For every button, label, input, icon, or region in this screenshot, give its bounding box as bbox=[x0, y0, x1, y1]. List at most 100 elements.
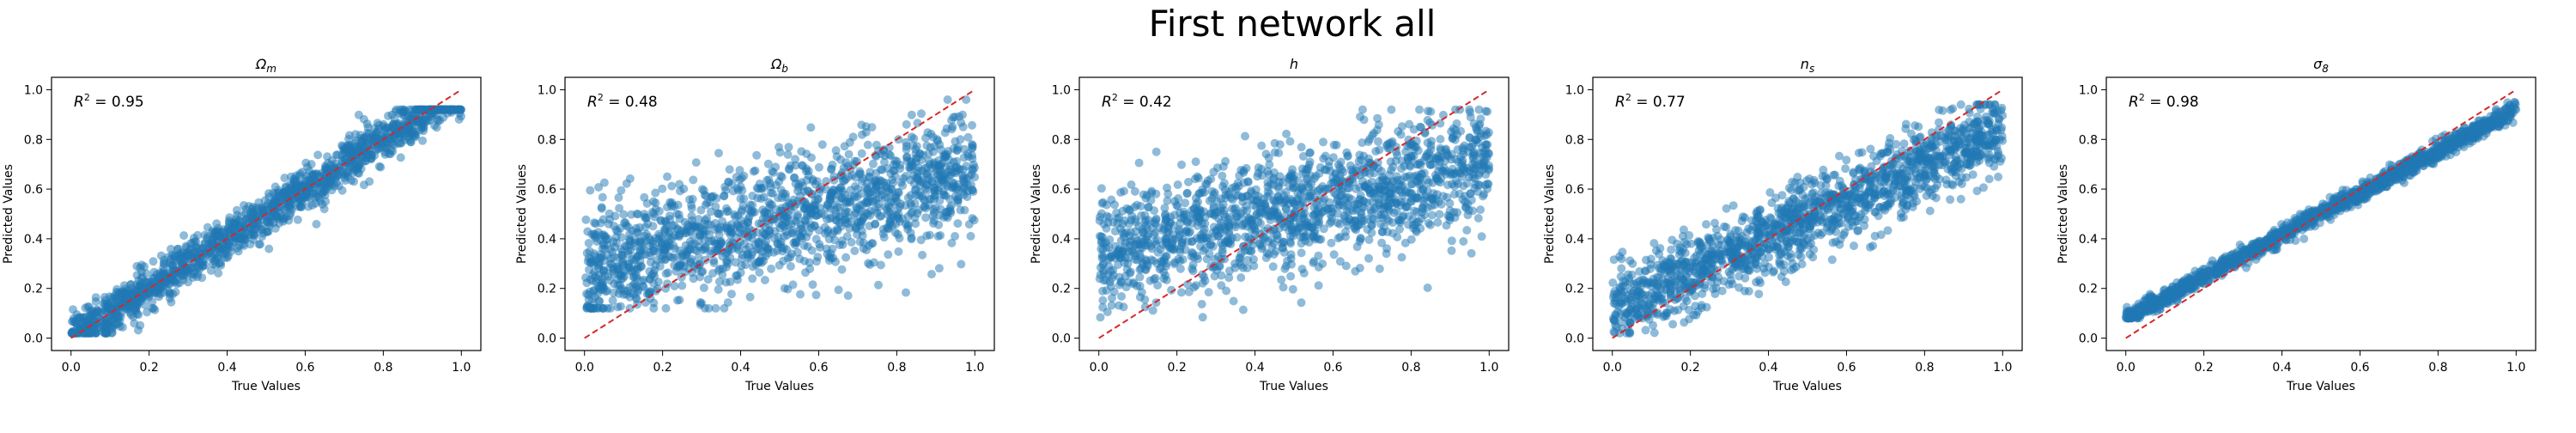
scatter-point bbox=[1209, 168, 1218, 176]
scatter-point bbox=[1401, 239, 1410, 247]
scatter-point bbox=[1190, 283, 1199, 291]
scatter-point bbox=[585, 303, 593, 312]
scatter-point bbox=[851, 193, 860, 202]
scatter-point bbox=[779, 257, 787, 265]
scatter-point bbox=[313, 220, 321, 229]
scatter-point bbox=[724, 178, 732, 186]
scatter-point bbox=[1400, 173, 1409, 181]
scatter-point bbox=[331, 174, 339, 183]
scatter-point bbox=[425, 110, 434, 119]
scatter-point bbox=[1276, 172, 1285, 180]
scatter-point bbox=[1298, 265, 1307, 273]
scatter-point bbox=[1474, 214, 1483, 223]
scatter-point bbox=[835, 285, 843, 294]
r-squared-value: = 0.95 bbox=[90, 94, 144, 111]
scatter-point bbox=[949, 183, 957, 192]
scatter-point bbox=[832, 146, 841, 155]
scatter-point bbox=[1404, 154, 1413, 162]
y-axis-label: Predicted Values bbox=[1030, 164, 1043, 264]
scatter-point bbox=[908, 141, 917, 149]
scatter-point bbox=[806, 123, 815, 131]
scatter-point bbox=[1329, 153, 1338, 162]
scatter-point bbox=[953, 195, 962, 204]
scatter-point bbox=[761, 276, 769, 284]
scatter-point bbox=[702, 242, 710, 251]
scatter-point bbox=[927, 130, 935, 138]
scatter-point bbox=[922, 142, 931, 150]
scatter-point bbox=[1182, 246, 1190, 254]
scatter-point bbox=[1097, 313, 1105, 321]
scatter-point bbox=[185, 250, 194, 259]
scatter-point bbox=[1282, 130, 1291, 138]
scatter-point bbox=[227, 243, 235, 252]
scatter-point bbox=[1117, 292, 1126, 301]
scatter-point bbox=[1300, 209, 1309, 217]
scatter-point bbox=[746, 293, 755, 302]
scatter-point bbox=[678, 252, 687, 260]
scatter-point bbox=[758, 205, 767, 214]
scatter-point bbox=[911, 219, 920, 228]
scatter-point bbox=[190, 234, 198, 242]
scatter-point bbox=[1287, 250, 1296, 259]
scatter-point bbox=[960, 145, 969, 154]
scatter-point bbox=[1286, 272, 1295, 281]
scatter-point bbox=[894, 210, 902, 218]
scatter-point bbox=[1255, 240, 1264, 248]
scatter-point bbox=[724, 298, 732, 307]
scatter-point bbox=[1110, 200, 1119, 209]
scatter-point bbox=[256, 240, 264, 248]
scatter-point bbox=[868, 198, 877, 206]
scatter-point bbox=[1264, 237, 1273, 246]
scatter-point bbox=[1309, 211, 1318, 220]
scatter-point bbox=[944, 95, 952, 104]
scatter-point bbox=[625, 230, 634, 239]
scatter-point bbox=[1242, 206, 1251, 215]
scatter-point bbox=[668, 222, 677, 230]
scatter-point bbox=[1315, 235, 1324, 244]
scatter-point bbox=[646, 248, 654, 257]
scatter-point bbox=[908, 111, 916, 119]
scatter-point bbox=[1376, 265, 1384, 273]
scatter-point bbox=[1297, 248, 1306, 257]
scatter-point bbox=[752, 151, 761, 160]
scatter-point bbox=[1127, 211, 1136, 220]
x-tick-label: 0.8 bbox=[374, 361, 392, 375]
scatter-point bbox=[969, 141, 977, 149]
x-tick-label: 0.0 bbox=[1090, 361, 1109, 375]
scatter-point bbox=[251, 226, 259, 235]
scatter-point bbox=[1483, 107, 1492, 116]
scatter-point bbox=[1177, 161, 1186, 169]
scatter-point bbox=[738, 251, 747, 259]
scatter-point bbox=[849, 132, 858, 141]
scatter-point bbox=[931, 162, 939, 170]
panel-title-subscript: b bbox=[781, 63, 788, 75]
scatter-point bbox=[606, 245, 615, 253]
scatter-point bbox=[83, 317, 92, 326]
scatter-point bbox=[1210, 223, 1218, 231]
scatter-point bbox=[792, 217, 800, 226]
scatter-point bbox=[812, 290, 821, 299]
scatter-point bbox=[1159, 227, 1168, 235]
scatter-point bbox=[1271, 139, 1279, 148]
scatter-point bbox=[921, 184, 930, 192]
scatter-point bbox=[1778, 191, 1787, 199]
scatter-point bbox=[770, 227, 779, 235]
scatter-point bbox=[416, 106, 425, 114]
scatter-point bbox=[841, 142, 849, 150]
scatter-point bbox=[887, 185, 896, 193]
scatter-point bbox=[1343, 152, 1352, 161]
scatter-point bbox=[264, 245, 273, 253]
scatter-point bbox=[1112, 209, 1121, 217]
scatter-point bbox=[1448, 247, 1456, 255]
scatter-point bbox=[1434, 167, 1443, 175]
scatter-point bbox=[1286, 239, 1295, 247]
scatter-point bbox=[783, 285, 792, 294]
scatter-point bbox=[923, 163, 932, 172]
scatter-point bbox=[802, 201, 811, 210]
scatter-point bbox=[1205, 249, 1213, 258]
scatter-point bbox=[726, 230, 735, 239]
scatter-point bbox=[844, 291, 853, 300]
scatter-point bbox=[677, 282, 686, 290]
scatter-point bbox=[264, 189, 273, 198]
